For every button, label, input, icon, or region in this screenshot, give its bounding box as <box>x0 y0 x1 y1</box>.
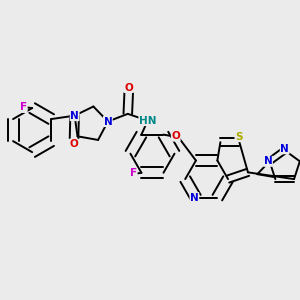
Text: N: N <box>264 156 272 166</box>
Text: N: N <box>70 111 79 121</box>
Text: HN: HN <box>139 116 156 126</box>
Text: N: N <box>280 144 289 154</box>
Text: N: N <box>103 116 112 127</box>
Text: N: N <box>190 193 199 202</box>
Text: F: F <box>20 102 27 112</box>
Text: O: O <box>124 82 133 92</box>
Text: F: F <box>130 168 137 178</box>
Text: O: O <box>70 139 78 149</box>
Text: S: S <box>235 132 242 142</box>
Text: O: O <box>171 131 180 141</box>
